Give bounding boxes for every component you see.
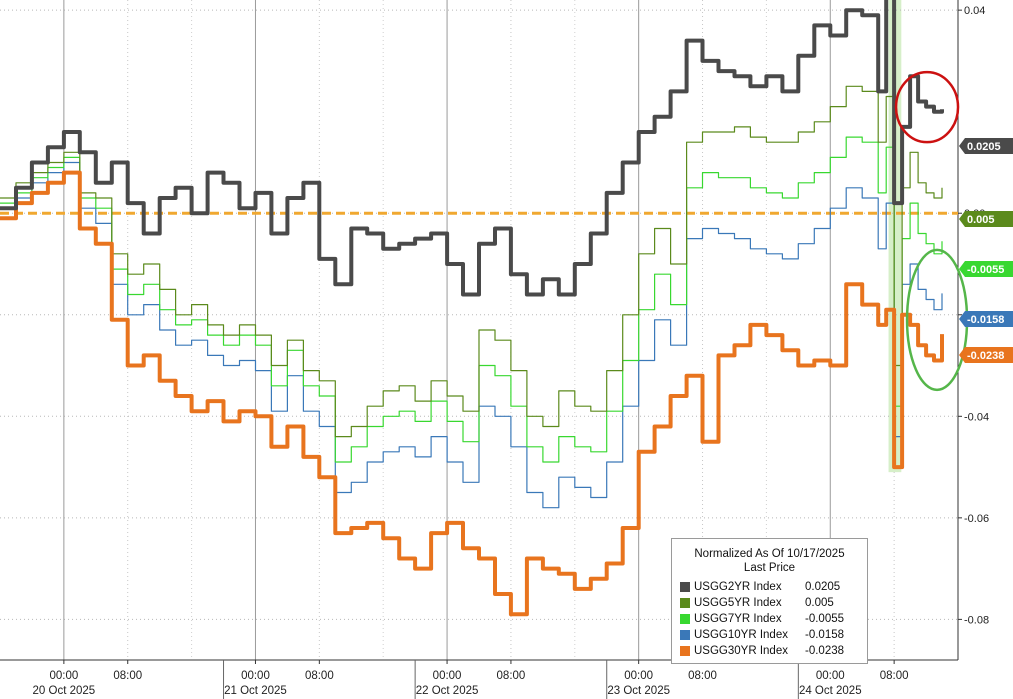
legend-entry: USGG2YR Index 0.0205: [672, 579, 867, 595]
x-tick-label: 00:00: [816, 670, 845, 682]
legend-series-name: USGG2YR Index: [694, 581, 782, 593]
last-value-tag-label: -0.0238: [967, 350, 1004, 362]
x-day-label: 23 Oct 2025: [607, 685, 670, 697]
series-line-usgg5yr: [0, 85, 943, 438]
legend-series-name: USGG7YR Index: [694, 613, 782, 625]
legend-series-value: 0.005: [805, 597, 834, 609]
legend-title: Normalized As Of 10/17/2025: [694, 548, 845, 560]
last-value-tag: -0.0055: [959, 261, 1013, 277]
series-line-usgg10yr: [0, 161, 943, 509]
last-value-tag-label: 0.0205: [967, 141, 1001, 153]
x-tick-label: 00:00: [433, 670, 462, 682]
x-day-label: 21 Oct 2025: [224, 685, 287, 697]
last-value-tag-bg: [959, 211, 1013, 227]
last-value-tag-bg: [959, 138, 1013, 154]
series-line-usgg2yr: [0, 0, 944, 297]
legend-entry: USGG30YR Index -0.0238: [672, 643, 867, 659]
red-ellipse-annotation: [894, 70, 960, 144]
last-value-tag-label: 0.005: [967, 214, 995, 226]
series-line-usgg7yr: [0, 136, 943, 463]
series-layer: [0, 0, 944, 617]
legend-swatch: [680, 582, 690, 592]
x-tick-label: 00:00: [49, 670, 78, 682]
last-value-tag: -0.0158: [959, 311, 1013, 327]
legend-series-value: -0.0055: [805, 613, 845, 625]
last-value-tag-bg: [959, 311, 1013, 327]
legend-series-name: USGG5YR Index: [694, 597, 782, 609]
legend-series-name: USGG10YR Index: [694, 629, 788, 641]
legend-swatch: [680, 598, 690, 608]
legend-swatch: [680, 614, 690, 624]
last-value-tag-label: -0.0158: [967, 314, 1004, 326]
y-tick-label: -0.06: [964, 513, 989, 525]
x-tick-label: 08:00: [497, 670, 526, 682]
legend-series-name: USGG30YR Index: [694, 645, 788, 657]
x-tick-label: 08:00: [880, 670, 909, 682]
last-value-tag-label: -0.0055: [967, 264, 1004, 276]
x-tick-label: 00:00: [624, 670, 653, 682]
x-tick-label: 08:00: [305, 670, 334, 682]
last-value-tag-bg: [959, 347, 1013, 363]
legend-series-value: -0.0238: [805, 645, 845, 657]
x-day-label: 22 Oct 2025: [416, 685, 479, 697]
last-value-tag-bg: [959, 261, 1013, 277]
legend-subtitle: Last Price: [743, 562, 796, 574]
y-tick-label: -0.08: [964, 614, 989, 626]
y-tick-label: -0.04: [964, 411, 989, 423]
legend-series-value: 0.0205: [805, 581, 841, 593]
legend-entry: USGG10YR Index -0.0158: [672, 627, 867, 643]
x-day-label: 20 Oct 2025: [33, 685, 96, 697]
legend-series-value: -0.0158: [805, 629, 845, 641]
x-tick-label: 08:00: [113, 670, 142, 682]
legend-swatch: [680, 630, 690, 640]
legend-entry: USGG7YR Index -0.0055: [672, 611, 867, 627]
annotation-layer: [894, 70, 969, 392]
last-value-tag: 0.005: [959, 211, 1013, 227]
legend-entry: USGG5YR Index 0.005: [672, 595, 867, 611]
x-day-label: 24 Oct 2025: [799, 685, 862, 697]
last-value-tag: -0.0238: [959, 347, 1013, 363]
series-line-usgg30yr: [0, 170, 944, 617]
last-value-tag: 0.0205: [959, 138, 1013, 154]
last-value-tags: 0.0205 0.005 -0.0055 -0.0158 -0.0238: [959, 138, 1013, 363]
x-tick-label: 00:00: [241, 670, 270, 682]
x-tick-label: 08:00: [688, 670, 717, 682]
legend: Normalized As Of 10/17/2025 Last Price U…: [671, 538, 868, 664]
legend-swatch: [680, 646, 690, 656]
y-tick-label: 0.04: [964, 5, 985, 17]
